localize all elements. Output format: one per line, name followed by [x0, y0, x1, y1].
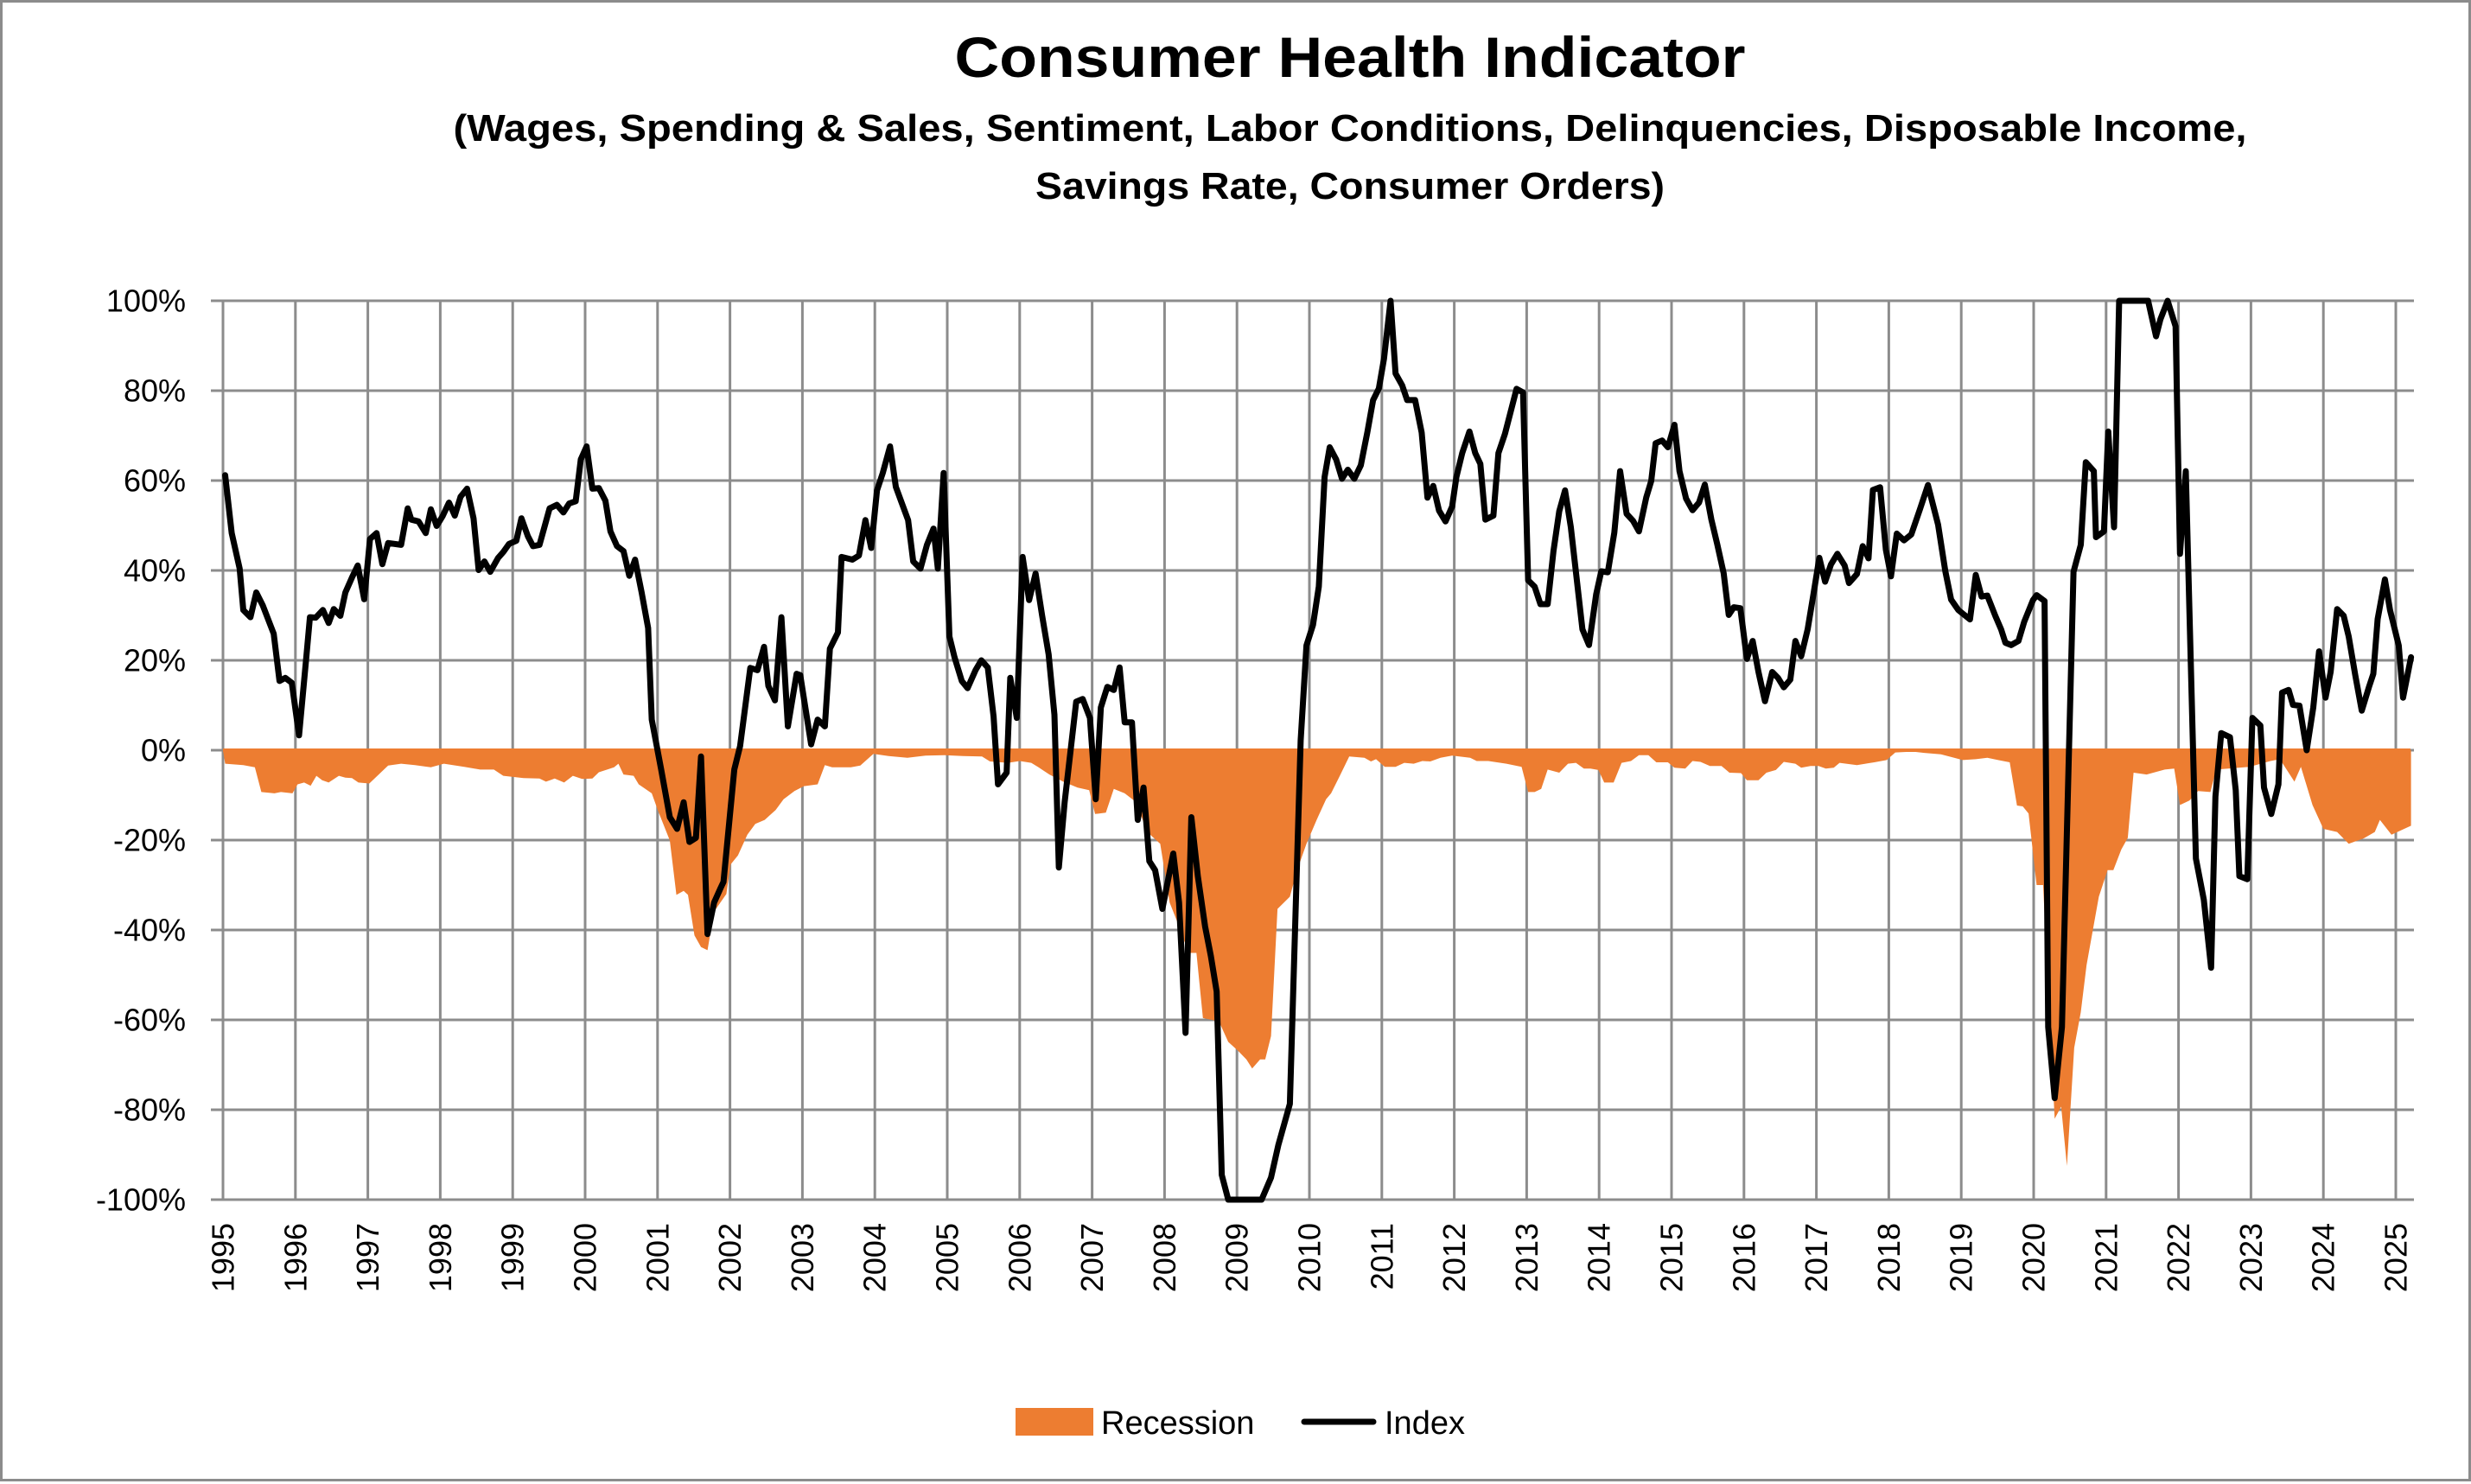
x-tick-label: 2023 [2233, 1223, 2269, 1292]
x-tick-label: 2012 [1436, 1223, 1472, 1292]
y-tick-label: 60% [124, 463, 186, 499]
legend-item-index[interactable]: Index [1301, 1405, 1465, 1442]
x-tick-label: 2015 [1654, 1223, 1690, 1292]
index-line [222, 297, 2415, 1203]
x-tick-label: 2005 [930, 1223, 965, 1292]
x-tick-label: 2011 [1364, 1223, 1399, 1290]
y-tick-label: -80% [113, 1092, 186, 1128]
y-tick-label: -60% [113, 1003, 186, 1038]
x-tick-label: 2024 [2306, 1223, 2341, 1292]
y-tick-label: -40% [113, 913, 186, 948]
chart-title: Consumer Health Indicator [955, 25, 1746, 89]
x-tick-label: 2019 [1944, 1223, 1979, 1292]
x-tick-label: 2021 [2088, 1223, 2124, 1292]
chart-svg: Consumer Health Indicator (Wages, Spendi… [96, 25, 2415, 1442]
x-tick-label: 1996 [277, 1223, 313, 1292]
legend-item-recession[interactable]: Recession [1016, 1405, 1254, 1442]
x-tick-label: 1999 [495, 1223, 531, 1292]
y-tick-label: 0% [141, 733, 186, 768]
index-line-layer [222, 297, 2415, 1203]
legend-label-recession: Recession [1101, 1405, 1254, 1442]
x-tick-label: 2018 [1871, 1223, 1907, 1292]
y-axis-tick-labels: 100% 80% 60% 40% 20% 0% -20% -40% -60% -80% -100% [96, 283, 186, 1218]
x-tick-label: 2000 [568, 1223, 603, 1292]
x-tick-label: 2002 [712, 1223, 748, 1292]
legend: Recession Index [1016, 1405, 1465, 1442]
x-axis-tick-labels: 1995 1996 1997 1998 1999 2000 2001 2002 2003 2004… [206, 1223, 2414, 1292]
y-tick-label: 40% [124, 553, 186, 589]
y-tick-label: -20% [113, 823, 186, 858]
x-tick-label: 2004 [857, 1223, 893, 1292]
legend-label-index: Index [1385, 1405, 1465, 1442]
x-tick-label: 2001 [640, 1223, 675, 1292]
x-tick-label: 1995 [206, 1223, 241, 1292]
y-tick-label: -100% [96, 1182, 186, 1218]
x-tick-label: 2017 [1799, 1223, 1834, 1292]
x-tick-label: 1998 [423, 1223, 458, 1292]
x-tick-label: 2003 [785, 1223, 820, 1292]
x-tick-label: 1997 [350, 1223, 385, 1292]
x-tick-label: 2009 [1220, 1223, 1255, 1292]
x-tick-label: 2025 [2379, 1223, 2414, 1292]
y-tick-label: 20% [124, 643, 186, 678]
recession-area [223, 750, 2411, 1166]
chart-subtitle-line-1: (Wages, Spending & Sales, Sentiment, Lab… [454, 107, 2247, 150]
x-tick-label: 2010 [1292, 1223, 1328, 1292]
legend-swatch-recession [1016, 1408, 1093, 1436]
x-tick-label: 2014 [1582, 1223, 1617, 1292]
recession-area-layer [223, 750, 2411, 1166]
x-tick-label: 2008 [1147, 1223, 1182, 1292]
x-tick-label: 2020 [2016, 1223, 2052, 1292]
x-tick-label: 2022 [2161, 1223, 2196, 1292]
x-tick-label: 2016 [1726, 1223, 1761, 1292]
x-tick-label: 2007 [1074, 1223, 1110, 1292]
y-tick-label: 80% [124, 373, 186, 409]
x-tick-label: 2006 [1002, 1223, 1037, 1292]
chart-subtitle-line-2: Savings Rate, Consumer Orders) [1035, 165, 1665, 207]
y-tick-label: 100% [106, 283, 186, 319]
x-tick-label: 2013 [1509, 1223, 1544, 1292]
